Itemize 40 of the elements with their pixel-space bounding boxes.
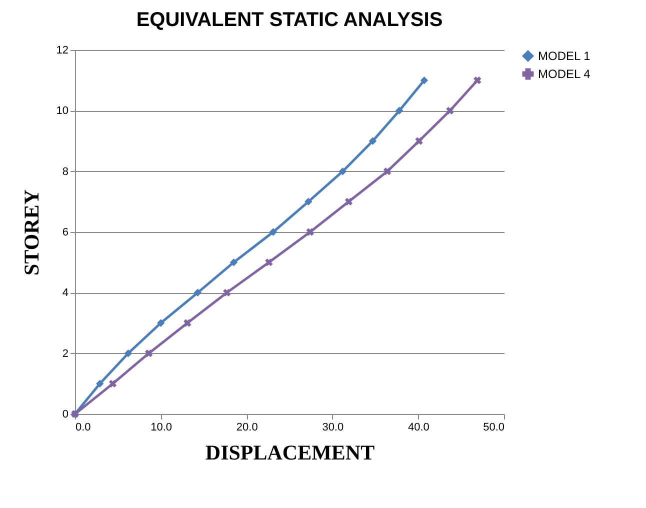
point (415, 137, 423, 145)
point (269, 228, 278, 236)
chart-title: EQUIVALENT STATIC ANALYSIS (136, 9, 443, 31)
point (338, 167, 347, 176)
point (474, 76, 482, 84)
point (304, 198, 312, 206)
x-tick-label: 10.0 (150, 422, 172, 434)
y-tick-label: 2 (62, 348, 68, 360)
point (265, 258, 273, 266)
x-tick-label: 30.0 (322, 422, 344, 434)
point (223, 288, 231, 296)
point (144, 350, 153, 358)
point (420, 76, 428, 84)
y-tick-label: 6 (62, 226, 68, 238)
x-axis-title: DISPLACEMENT (205, 440, 375, 464)
y-axis-title: STOREY (19, 190, 44, 276)
point (446, 106, 454, 114)
point (368, 137, 377, 145)
x-tick-label: 40.0 (408, 422, 430, 434)
point (395, 106, 404, 115)
y-tick-label: 10 (56, 105, 68, 118)
x-tick-label: 20.0 (236, 422, 258, 434)
y-tick-label: 0 (62, 408, 68, 420)
point (383, 168, 392, 176)
point (194, 288, 202, 297)
y-tick-label: 12 (56, 44, 68, 56)
point (230, 258, 238, 266)
y-tick-label: 4 (62, 287, 68, 300)
x-tick-label: 0.0 (76, 422, 91, 434)
point (124, 349, 132, 358)
legend-label: MODEL 4 (538, 67, 591, 81)
x-tick-label: 50.0 (483, 422, 504, 434)
y-tick-label: 8 (62, 166, 68, 178)
point (344, 198, 353, 206)
point (306, 228, 314, 236)
legend-label: MODEL 1 (538, 49, 591, 63)
point (156, 319, 165, 327)
point (96, 380, 104, 388)
point (184, 319, 192, 327)
point (108, 380, 117, 388)
